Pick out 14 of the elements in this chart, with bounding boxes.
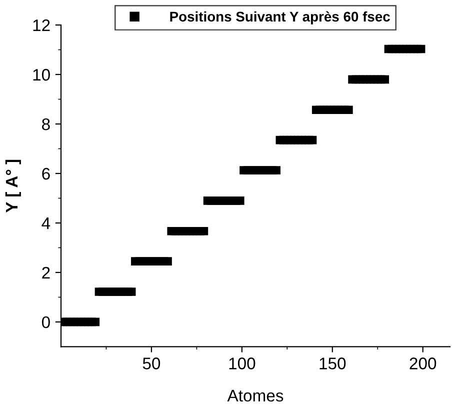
y-tick-label: 2 — [42, 266, 50, 278]
x-tick-label: 50 — [142, 358, 160, 370]
y-tick-label: 0 — [42, 316, 50, 328]
y-tick-label: 10 — [33, 68, 50, 81]
x-tick-label: 100 — [229, 358, 256, 370]
x-tick-label: 150 — [320, 358, 346, 370]
legend-label: Positions Suivant Y après 60 fsec — [170, 11, 390, 24]
y-tick-label: 12 — [33, 19, 50, 32]
y-tick-label: 8 — [42, 118, 50, 130]
x-tick-label: 200 — [410, 358, 436, 370]
y-tick-label: 6 — [42, 168, 50, 180]
x-axis-title: Atomes — [227, 390, 284, 402]
y-axis-title: Y [ A° ] — [5, 160, 21, 213]
y-tick-label: 4 — [42, 218, 50, 230]
